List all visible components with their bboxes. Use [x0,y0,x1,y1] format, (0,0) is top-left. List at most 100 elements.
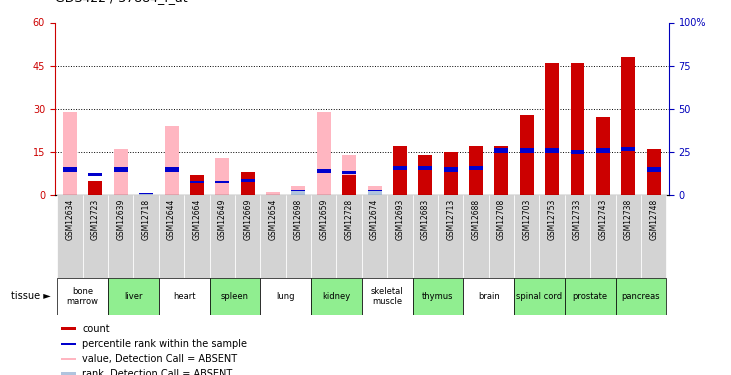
Bar [463,195,489,278]
Bar [190,181,204,183]
Bar [444,152,458,195]
Bar [292,190,306,195]
Bar [539,195,565,278]
Bar [418,155,432,195]
Text: GSM12644: GSM12644 [167,199,176,240]
Bar [159,278,210,315]
Text: spinal cord: spinal cord [516,292,563,301]
Bar [216,181,230,183]
Text: GSM12698: GSM12698 [294,199,303,240]
Bar [545,148,559,153]
Text: kidney: kidney [322,292,351,301]
Bar [444,167,458,171]
Bar [520,148,534,153]
Bar [108,195,134,278]
Text: percentile rank within the sample: percentile rank within the sample [83,339,248,349]
Text: count: count [83,324,110,334]
Bar [616,195,641,278]
Text: GSM12649: GSM12649 [218,199,227,240]
Bar [159,195,184,278]
Bar [190,181,204,195]
Text: GSM12688: GSM12688 [471,199,480,240]
Bar [418,166,432,170]
Bar [210,278,260,315]
Bar [565,195,590,278]
Bar [570,63,585,195]
Bar [621,147,635,151]
Text: liver: liver [124,292,143,301]
Bar [61,327,76,330]
Bar [292,186,306,195]
Bar [342,175,356,195]
Text: GSM12683: GSM12683 [421,199,430,240]
Bar [216,158,230,195]
Text: GSM12708: GSM12708 [497,199,506,240]
Bar [570,150,585,154]
Text: pancreas: pancreas [621,292,660,301]
Bar [362,195,387,278]
Text: GSM12674: GSM12674 [370,199,379,240]
Text: GSM12703: GSM12703 [522,199,531,240]
Bar [393,166,407,170]
Bar [647,149,661,195]
Bar [240,181,254,195]
Bar [164,126,178,195]
Bar [342,171,356,174]
Bar [63,167,77,171]
Bar [545,63,559,195]
Text: tissue ►: tissue ► [12,291,51,301]
Bar [311,195,336,278]
Text: heart: heart [173,292,195,301]
Text: GSM12748: GSM12748 [649,199,658,240]
Bar [641,195,667,278]
Bar [114,167,128,171]
Bar [621,57,635,195]
Bar [260,278,311,315]
Bar [260,195,286,278]
Text: GSM12733: GSM12733 [573,199,582,240]
Bar [494,146,508,195]
Bar [108,278,159,315]
Bar [190,175,204,195]
Text: GDS422 / 37884_f_at: GDS422 / 37884_f_at [55,0,187,4]
Bar [164,167,178,171]
Bar [438,195,463,278]
Bar [317,169,330,173]
Bar [88,181,102,195]
Bar [489,195,514,278]
Text: brain: brain [478,292,499,301]
Text: prostate: prostate [572,292,607,301]
Text: skeletal
muscle: skeletal muscle [371,286,404,306]
Bar [88,181,102,195]
Bar [88,172,102,176]
Text: GSM12753: GSM12753 [548,199,556,240]
Bar [412,195,438,278]
Text: GSM12664: GSM12664 [192,199,202,240]
Text: rank, Detection Call = ABSENT: rank, Detection Call = ABSENT [83,369,232,375]
Bar [412,278,463,315]
Text: GSM12743: GSM12743 [599,199,607,240]
Bar [590,195,616,278]
Bar [596,117,610,195]
Bar [57,195,83,278]
Bar [61,343,76,345]
Bar [596,148,610,153]
Bar [362,278,412,315]
Text: spleen: spleen [221,292,249,301]
Bar [240,172,254,195]
Bar [63,112,77,195]
Text: lung: lung [276,292,295,301]
Bar [368,190,382,195]
Bar [61,372,76,375]
Bar [240,180,254,182]
Text: GSM12728: GSM12728 [344,199,354,240]
Bar [463,278,514,315]
Bar [616,278,667,315]
Bar [469,146,483,195]
Bar [336,195,362,278]
Text: bone
marrow: bone marrow [67,286,99,306]
Text: GSM12693: GSM12693 [395,199,404,240]
Bar [114,149,128,195]
Bar [342,155,356,195]
Bar [266,192,280,195]
